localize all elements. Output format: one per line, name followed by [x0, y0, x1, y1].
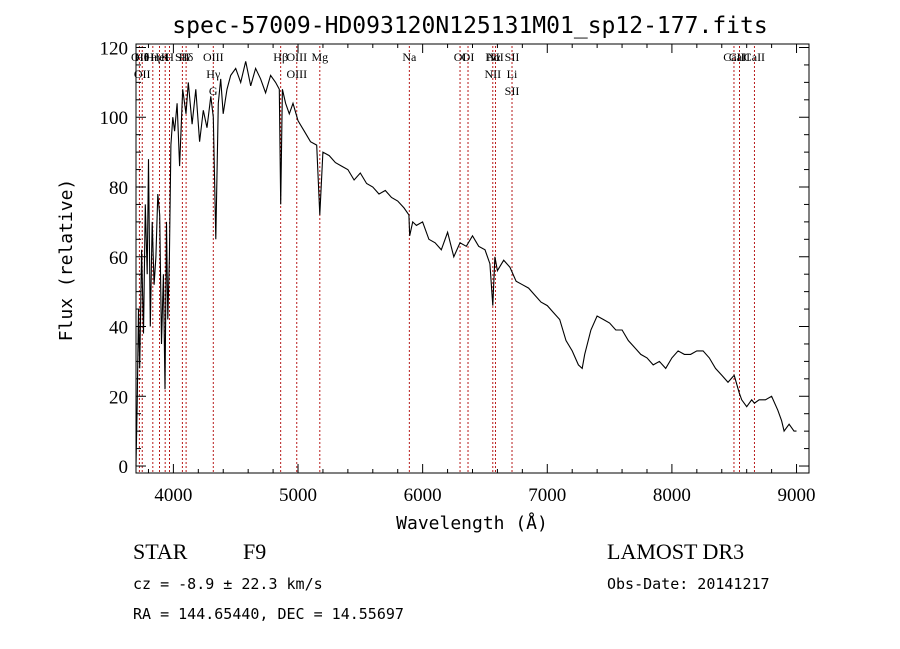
- line-label: Hθ: [135, 50, 150, 64]
- line-label: Hη: [145, 50, 160, 64]
- spectral-line-markers: [138, 46, 755, 473]
- x-axis-label: Wavelength (Å): [396, 512, 548, 534]
- line-label: HeI: [151, 50, 169, 64]
- x-tick-labels: 4000 5000 6000 7000 8000 9000: [154, 485, 815, 506]
- y-tick-labels: 0 20 40 60 80 100 120: [100, 38, 129, 478]
- x-tick-label: 8000: [653, 485, 691, 506]
- line-label: Mg: [311, 50, 328, 64]
- y-tick-label: 120: [100, 38, 129, 59]
- x-tick-label: 6000: [404, 485, 442, 506]
- line-label: OI: [454, 50, 467, 64]
- chart-title: spec-57009-HD093120N125131M01_sp12-177.f…: [172, 13, 767, 39]
- redshift-info: cz = -8.9 ± 22.3 km/s: [133, 575, 323, 593]
- y-tick-label: 40: [109, 318, 128, 339]
- y-tick-label: 0: [119, 457, 129, 478]
- line-label: OI: [462, 50, 475, 64]
- line-label: SII: [175, 50, 190, 64]
- y-tick-label: 80: [109, 178, 128, 199]
- line-label: OIII: [286, 67, 307, 81]
- line-label: H: [165, 50, 174, 64]
- x-tick-label: 7000: [528, 485, 566, 506]
- y-tick-label: 60: [109, 248, 128, 269]
- observation-date: Obs-Date: 20141217: [607, 575, 770, 593]
- line-label: K: [161, 50, 170, 64]
- line-label: Hβ: [273, 50, 288, 64]
- line-label: OII: [134, 67, 151, 81]
- line-label: G: [209, 84, 218, 98]
- y-axis-label: Flux (relative): [56, 179, 77, 342]
- x-tick-label: 4000: [154, 485, 192, 506]
- line-label: OII: [131, 50, 148, 64]
- line-label: CaII: [744, 50, 765, 64]
- line-label: OIII: [203, 50, 224, 64]
- line-label: CaII: [729, 50, 750, 64]
- line-label: SII: [505, 50, 520, 64]
- x-tick-label: 5000: [279, 485, 317, 506]
- object-subclass: F9: [243, 539, 266, 564]
- coordinates: RA = 144.65440, DEC = 14.55697: [133, 605, 404, 623]
- line-label: Hγ: [206, 67, 221, 81]
- y-tick-label: 20: [109, 387, 128, 408]
- line-label: SII: [505, 84, 520, 98]
- line-label: NII: [487, 50, 504, 64]
- axis-ticks: [136, 44, 809, 473]
- spectrum-line: [135, 61, 797, 467]
- object-type: STAR: [133, 539, 188, 564]
- line-label: Li: [507, 67, 518, 81]
- line-label: Hδ: [179, 50, 194, 64]
- line-label: CaII: [723, 50, 744, 64]
- y-tick-label: 100: [100, 108, 129, 129]
- plot-frame: [135, 43, 810, 474]
- line-label: Na: [402, 50, 417, 64]
- line-label: OIII: [286, 50, 307, 64]
- line-label: NII: [484, 67, 501, 81]
- line-label: Hα: [485, 50, 501, 64]
- survey-name: LAMOST DR3: [607, 539, 744, 564]
- x-tick-label: 9000: [778, 485, 816, 506]
